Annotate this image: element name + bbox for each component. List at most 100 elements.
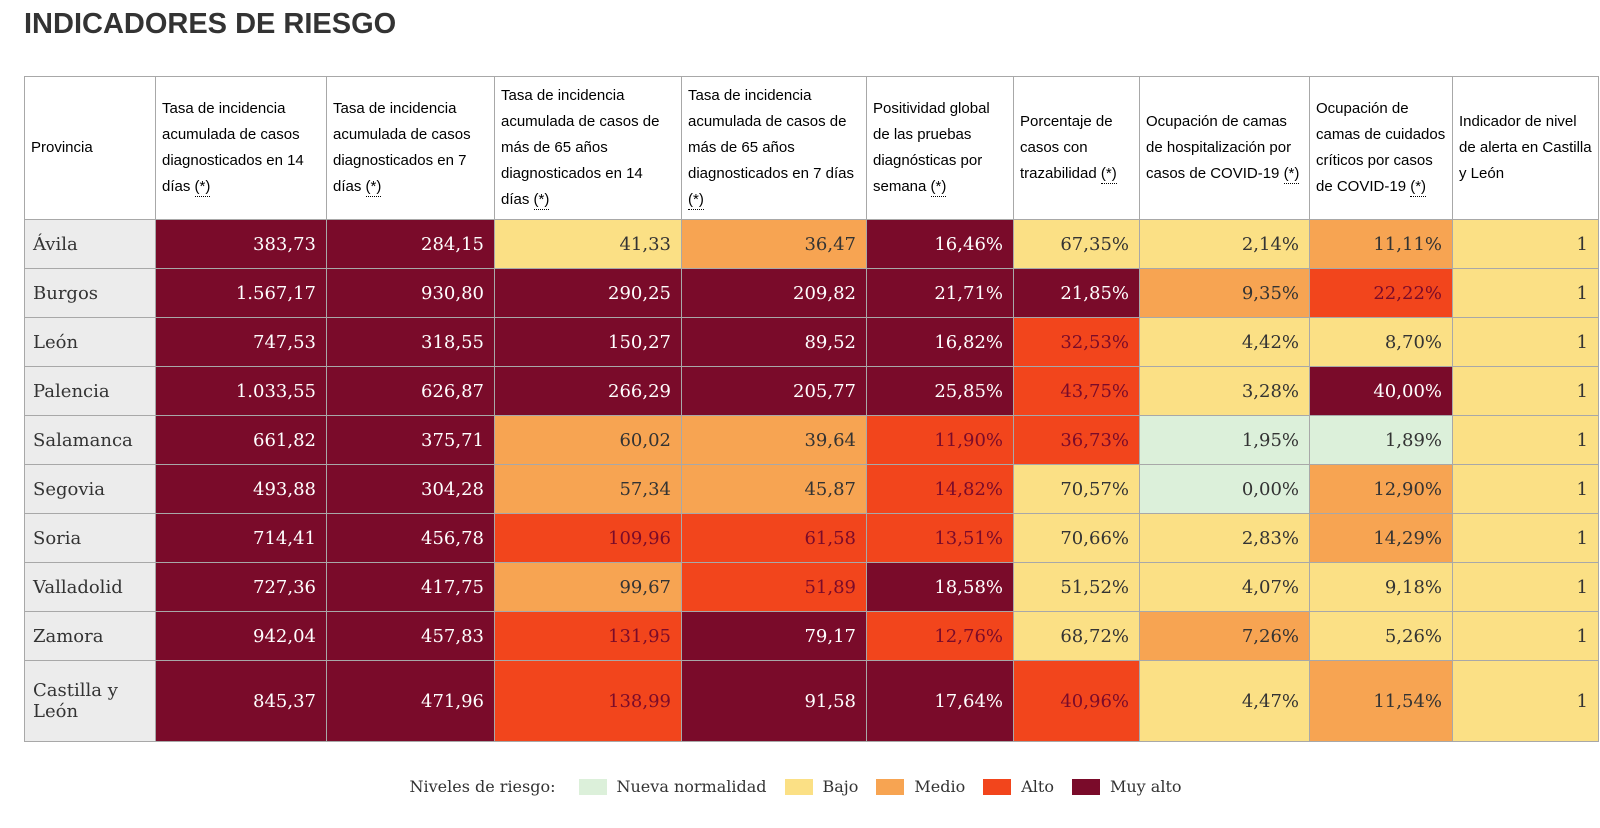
indicator-cell: 36,47 [681,219,867,269]
footnote-marker[interactable]: (*) [365,178,382,197]
column-header-provincia: Provincia [24,76,156,220]
column-header-label: Ocupación de camas de hospitalización po… [1146,113,1292,182]
indicator-cell: 9,18% [1309,562,1453,612]
indicator-cell: 36,73% [1013,415,1140,465]
footnote-marker[interactable]: (*) [930,178,947,197]
column-header-label: Tasa de incidencia acumulada de casos de… [688,87,854,182]
legend-title: Niveles de riesgo: [409,777,556,796]
indicator-cell: 1,89% [1309,415,1453,465]
indicator-cell: 0,00% [1139,464,1310,514]
indicator-cell: 1 [1452,317,1599,367]
column-header-3: Tasa de incidencia acumulada de casos de… [494,76,682,220]
header-row: Provincia Tasa de incidencia acumulada de… [24,76,1599,220]
indicator-cell: 70,57% [1013,464,1140,514]
indicator-cell: 727,36 [155,562,327,612]
indicator-cell: 205,77 [681,366,867,416]
indicator-cell: 17,64% [866,660,1014,742]
indicator-cell: 39,64 [681,415,867,465]
indicator-cell: 284,15 [326,219,495,269]
indicator-cell: 57,34 [494,464,682,514]
indicator-cell: 51,89 [681,562,867,612]
column-header-9: Indicador de nivel de alerta en Castilla… [1452,76,1599,220]
footnote-marker[interactable]: (*) [533,191,550,210]
indicator-cell: 21,71% [866,268,1014,318]
column-header-label: Tasa de incidencia acumulada de casos de… [501,87,660,208]
indicator-cell: 12,90% [1309,464,1453,514]
indicator-cell: 4,07% [1139,562,1310,612]
indicator-cell: 11,90% [866,415,1014,465]
indicator-cell: 318,55 [326,317,495,367]
column-header-2: Tasa de incidencia acumulada de casos di… [326,76,495,220]
indicator-cell: 2,83% [1139,513,1310,563]
legend-swatch [1071,778,1100,795]
province-name: Segovia [24,464,156,514]
indicator-cell: 21,85% [1013,268,1140,318]
indicator-cell: 209,82 [681,268,867,318]
footnote-marker[interactable]: (*) [1100,165,1117,184]
column-header-label: Tasa de incidencia acumulada de casos di… [333,100,471,195]
legend-item-bajo: Bajo [784,777,858,796]
footnote-marker[interactable]: (*) [1410,178,1427,197]
province-name: Salamanca [24,415,156,465]
table-row: León 747,53 318,55 150,27 89,52 16,82% 32,53% 4… [24,317,1599,367]
indicator-cell: 1 [1452,464,1599,514]
footnote-marker[interactable]: (*) [688,191,704,210]
column-header-1: Tasa de incidencia acumulada de casos di… [155,76,327,220]
indicator-cell: 290,25 [494,268,682,318]
indicator-cell: 79,17 [681,611,867,661]
table-row: Zamora 942,04 457,83 131,95 79,17 12,76% 68,72… [24,611,1599,661]
column-header-label: Positividad global de las pruebas diagnó… [873,100,990,195]
indicator-cell: 99,67 [494,562,682,612]
indicator-cell: 8,70% [1309,317,1453,367]
column-header-label: Indicador de nivel de alerta en Castilla… [1459,113,1592,182]
indicator-cell: 942,04 [155,611,327,661]
indicator-cell: 1.033,55 [155,366,327,416]
column-header-label: Ocupación de camas de cuidados críticos … [1316,100,1446,195]
indicator-cell: 930,80 [326,268,495,318]
province-name: Palencia [24,366,156,416]
indicator-cell: 4,42% [1139,317,1310,367]
indicator-cell: 626,87 [326,366,495,416]
indicator-cell: 60,02 [494,415,682,465]
footnote-marker[interactable]: (*) [1283,165,1300,184]
indicator-cell: 5,26% [1309,611,1453,661]
legend-item-nueva: Nueva normalidad [578,777,767,796]
column-header-5: Positividad global de las pruebas diagnó… [866,76,1014,220]
province-name: León [24,317,156,367]
indicator-cell: 471,96 [326,660,495,742]
table-row: Burgos 1.567,17 930,80 290,25 209,82 21,71% 21… [24,268,1599,318]
indicator-cell: 16,82% [866,317,1014,367]
column-header-6: Porcentaje de casos con trazabilidad (*) [1013,76,1140,220]
indicator-cell: 138,99 [494,660,682,742]
table-row: Ávila 383,73 284,15 41,33 36,47 16,46% 67,35% 2… [24,219,1599,269]
indicator-cell: 1 [1452,366,1599,416]
table-row: Salamanca 661,82 375,71 60,02 39,64 11,90% 36,… [24,415,1599,465]
footnote-marker[interactable]: (*) [194,178,211,197]
column-header-7: Ocupación de camas de hospitalización po… [1139,76,1310,220]
table-row: Valladolid 727,36 417,75 99,67 51,89 18,58% 51… [24,562,1599,612]
column-header-8: Ocupación de camas de cuidados críticos … [1309,76,1453,220]
legend-items: Nueva normalidad Bajo Medio Alto Muy alto [570,777,1191,796]
indicator-cell: 1.567,17 [155,268,327,318]
indicator-cell: 13,51% [866,513,1014,563]
indicator-cell: 14,82% [866,464,1014,514]
column-header-4: Tasa de incidencia acumulada de casos de… [681,76,867,220]
indicator-cell: 150,27 [494,317,682,367]
province-name: Burgos [24,268,156,318]
indicator-cell: 9,35% [1139,268,1310,318]
indicator-cell: 1 [1452,268,1599,318]
indicator-cell: 714,41 [155,513,327,563]
indicator-cell: 25,85% [866,366,1014,416]
indicator-cell: 43,75% [1013,366,1140,416]
indicator-cell: 40,96% [1013,660,1140,742]
indicator-cell: 32,53% [1013,317,1140,367]
indicator-cell: 11,54% [1309,660,1453,742]
indicator-cell: 3,28% [1139,366,1310,416]
indicator-cell: 493,88 [155,464,327,514]
province-name: Ávila [24,219,156,269]
risk-indicators-table: Provincia Tasa de incidencia acumulada de… [24,76,1599,742]
indicator-cell: 1 [1452,513,1599,563]
indicator-cell: 1 [1452,611,1599,661]
indicator-cell: 845,37 [155,660,327,742]
indicator-cell: 14,29% [1309,513,1453,563]
